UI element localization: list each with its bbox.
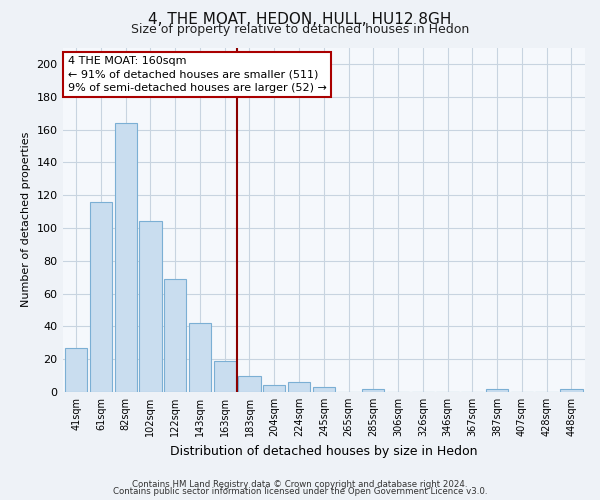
Text: Contains public sector information licensed under the Open Government Licence v3: Contains public sector information licen… bbox=[113, 487, 487, 496]
Bar bbox=[486, 388, 508, 392]
Bar bbox=[115, 123, 137, 392]
X-axis label: Distribution of detached houses by size in Hedon: Distribution of detached houses by size … bbox=[170, 444, 478, 458]
Bar bbox=[139, 222, 161, 392]
Bar bbox=[263, 386, 286, 392]
Bar bbox=[313, 387, 335, 392]
Bar bbox=[238, 376, 260, 392]
Text: 4, THE MOAT, HEDON, HULL, HU12 8GH: 4, THE MOAT, HEDON, HULL, HU12 8GH bbox=[148, 12, 452, 28]
Bar bbox=[288, 382, 310, 392]
Bar bbox=[65, 348, 88, 392]
Bar bbox=[90, 202, 112, 392]
Text: 4 THE MOAT: 160sqm
← 91% of detached houses are smaller (511)
9% of semi-detache: 4 THE MOAT: 160sqm ← 91% of detached hou… bbox=[68, 56, 326, 92]
Bar bbox=[362, 388, 385, 392]
Bar bbox=[560, 388, 583, 392]
Bar bbox=[164, 279, 187, 392]
Bar bbox=[214, 361, 236, 392]
Text: Size of property relative to detached houses in Hedon: Size of property relative to detached ho… bbox=[131, 22, 469, 36]
Text: Contains HM Land Registry data © Crown copyright and database right 2024.: Contains HM Land Registry data © Crown c… bbox=[132, 480, 468, 489]
Bar bbox=[189, 323, 211, 392]
Y-axis label: Number of detached properties: Number of detached properties bbox=[21, 132, 31, 308]
